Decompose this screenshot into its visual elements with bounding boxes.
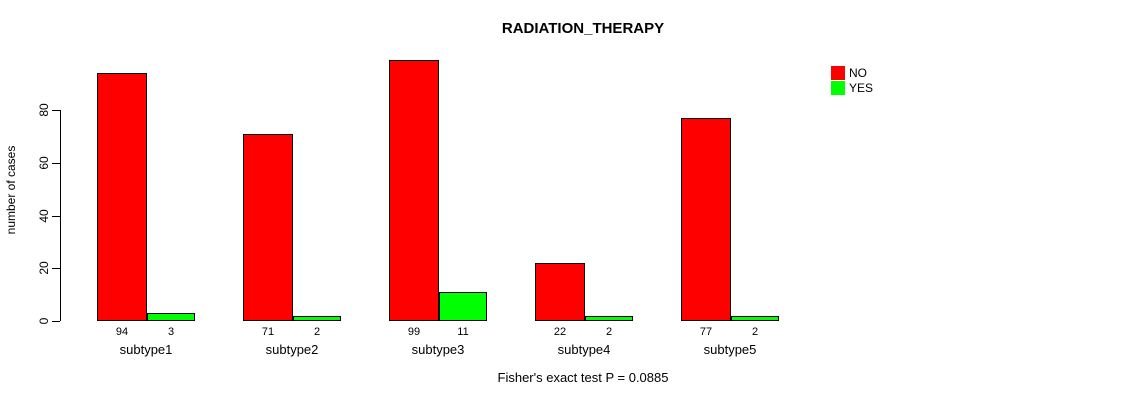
y-tick-label: 60 [37,156,51,170]
legend: NO YES [831,65,873,95]
y-tick [52,268,60,270]
bar-yes-subtype3 [439,292,487,321]
category-label: subtype5 [703,342,757,357]
bar-value-label: 2 [313,326,321,338]
y-tick-label: 80 [37,103,51,117]
bar-no-subtype1 [97,73,147,321]
bar-no-subtype3 [389,60,439,321]
bar-value-label: 22 [553,326,567,338]
chart-title: RADIATION_THERAPY [501,20,665,37]
bar-yes-subtype2 [293,316,341,321]
legend-item-yes: YES [831,80,873,95]
y-tick [52,162,60,164]
legend-swatch-yes [831,80,845,95]
y-tick [52,215,60,217]
bar-value-label: 94 [115,326,129,338]
bar-value-label: 2 [605,326,613,338]
y-tick-label: 20 [37,261,51,275]
legend-label-yes: YES [849,80,874,95]
bar-no-subtype5 [681,118,731,321]
bar-value-label: 99 [407,326,421,338]
category-label: subtype4 [557,342,611,357]
bar-value-label: 71 [261,326,275,338]
bar-no-subtype4 [535,263,585,321]
bar-value-label: 77 [699,326,713,338]
category-label: subtype1 [119,342,173,357]
bar-yes-subtype5 [731,316,779,321]
y-tick-label: 0 [37,317,51,325]
legend-swatch-no [831,65,845,80]
y-axis-line [60,110,61,321]
bar-yes-subtype4 [585,316,633,321]
bar-yes-subtype1 [147,313,195,321]
legend-label-no: NO [849,65,867,80]
y-tick [52,321,60,322]
y-tick [52,110,60,111]
bar-value-label: 11 [457,326,469,338]
footer-stat: Fisher's exact test P = 0.0885 [497,370,669,385]
y-tick-label: 40 [37,208,51,223]
bar-value-label: 2 [751,326,759,338]
category-label: subtype3 [411,342,465,357]
bar-value-label: 3 [167,326,175,338]
category-label: subtype2 [265,342,319,357]
legend-item-no: NO [831,65,873,80]
bar-no-subtype2 [243,134,293,321]
